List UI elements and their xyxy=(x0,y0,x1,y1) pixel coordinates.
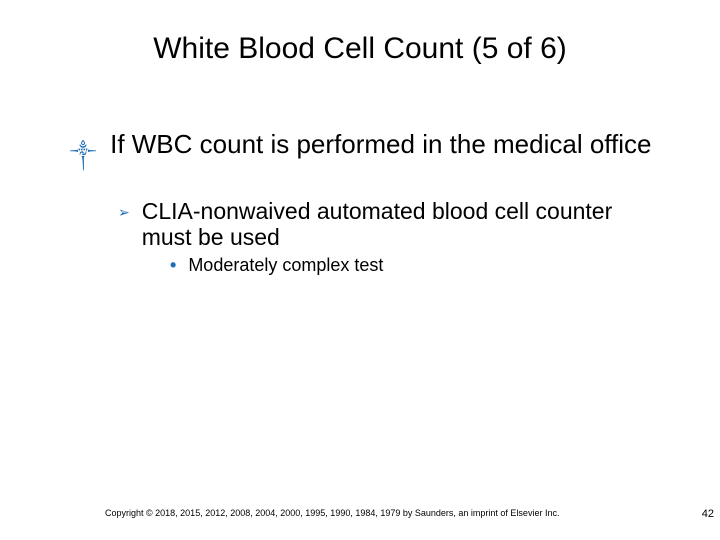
bullet-text-level1: If WBC count is performed in the medical… xyxy=(110,130,651,160)
copyright-text: Copyright © 2018, 2015, 2012, 2008, 2004… xyxy=(105,508,559,518)
slide-body: ༒ If WBC count is performed in the medic… xyxy=(70,130,660,276)
bullet-level3: • Moderately complex test xyxy=(170,255,660,277)
bullet-glyph-level2: ➢ xyxy=(118,204,130,221)
bullet-text-level3: Moderately complex test xyxy=(188,255,383,277)
slide-title: White Blood Cell Count (5 of 6) xyxy=(153,32,567,65)
bullet-level1: ༒ If WBC count is performed in the medic… xyxy=(70,130,660,188)
slide-title-region: White Blood Cell Count (5 of 6) xyxy=(0,32,720,66)
slide: White Blood Cell Count (5 of 6) ༒ If WBC… xyxy=(0,0,720,540)
bullet-glyph-level1: ༒ xyxy=(70,132,96,188)
bullet-text-level2: CLIA-nonwaived automated blood cell coun… xyxy=(142,198,660,251)
bullet-glyph-level3: • xyxy=(170,255,176,276)
page-number: 42 xyxy=(702,508,714,520)
bullet-level2: ➢ CLIA-nonwaived automated blood cell co… xyxy=(118,198,660,251)
